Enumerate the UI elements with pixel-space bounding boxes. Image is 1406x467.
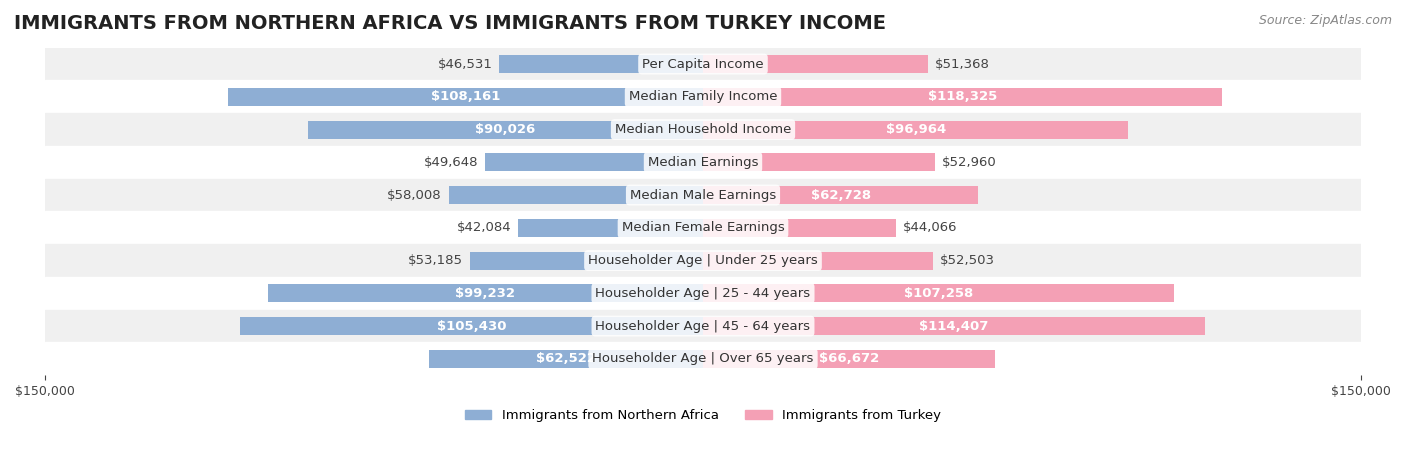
Bar	[703, 153, 935, 171]
Bar	[703, 284, 1174, 302]
Bar	[45, 80, 1361, 113]
Text: $107,258: $107,258	[904, 287, 973, 300]
Text: $52,960: $52,960	[942, 156, 997, 169]
Text: $66,672: $66,672	[820, 352, 879, 365]
Text: $51,368: $51,368	[935, 57, 990, 71]
Text: $118,325: $118,325	[928, 90, 997, 103]
Bar	[45, 277, 1361, 310]
Text: Median Family Income: Median Family Income	[628, 90, 778, 103]
Bar	[240, 317, 703, 335]
Bar	[703, 219, 896, 237]
Bar	[308, 120, 703, 139]
Bar	[449, 186, 703, 204]
Text: $105,430: $105,430	[437, 319, 506, 333]
Text: Source: ZipAtlas.com: Source: ZipAtlas.com	[1258, 14, 1392, 27]
Text: Householder Age | 25 - 44 years: Householder Age | 25 - 44 years	[595, 287, 811, 300]
Bar	[703, 350, 995, 368]
Text: Householder Age | Under 25 years: Householder Age | Under 25 years	[588, 254, 818, 267]
Bar	[703, 186, 979, 204]
Text: $42,084: $42,084	[457, 221, 512, 234]
Text: $96,964: $96,964	[886, 123, 946, 136]
Text: Median Household Income: Median Household Income	[614, 123, 792, 136]
Bar	[45, 342, 1361, 375]
Text: $52,503: $52,503	[941, 254, 995, 267]
Bar	[703, 120, 1129, 139]
Text: Householder Age | 45 - 64 years: Householder Age | 45 - 64 years	[596, 319, 810, 333]
Text: $62,522: $62,522	[536, 352, 596, 365]
Text: $53,185: $53,185	[408, 254, 463, 267]
Text: Median Male Earnings: Median Male Earnings	[630, 189, 776, 202]
Bar	[45, 244, 1361, 277]
Text: Per Capita Income: Per Capita Income	[643, 57, 763, 71]
Text: $99,232: $99,232	[456, 287, 516, 300]
Bar	[485, 153, 703, 171]
Bar	[45, 212, 1361, 244]
Text: $44,066: $44,066	[903, 221, 957, 234]
Text: $90,026: $90,026	[475, 123, 536, 136]
Bar	[267, 284, 703, 302]
Text: Median Earnings: Median Earnings	[648, 156, 758, 169]
Text: $108,161: $108,161	[432, 90, 501, 103]
Bar	[703, 88, 1222, 106]
Text: $49,648: $49,648	[425, 156, 478, 169]
Bar	[703, 317, 1205, 335]
Bar	[519, 219, 703, 237]
Bar	[45, 48, 1361, 80]
Bar	[45, 146, 1361, 179]
Bar	[703, 252, 934, 269]
Bar	[45, 310, 1361, 342]
Text: Median Female Earnings: Median Female Earnings	[621, 221, 785, 234]
Text: $46,531: $46,531	[437, 57, 492, 71]
Bar	[470, 252, 703, 269]
Bar	[499, 55, 703, 73]
Bar	[45, 179, 1361, 212]
Legend: Immigrants from Northern Africa, Immigrants from Turkey: Immigrants from Northern Africa, Immigra…	[460, 404, 946, 428]
Bar	[229, 88, 703, 106]
Bar	[45, 113, 1361, 146]
Text: IMMIGRANTS FROM NORTHERN AFRICA VS IMMIGRANTS FROM TURKEY INCOME: IMMIGRANTS FROM NORTHERN AFRICA VS IMMIG…	[14, 14, 886, 33]
Text: $114,407: $114,407	[920, 319, 988, 333]
Text: $58,008: $58,008	[387, 189, 441, 202]
Text: $62,728: $62,728	[810, 189, 870, 202]
Bar	[429, 350, 703, 368]
Text: Householder Age | Over 65 years: Householder Age | Over 65 years	[592, 352, 814, 365]
Bar	[703, 55, 928, 73]
